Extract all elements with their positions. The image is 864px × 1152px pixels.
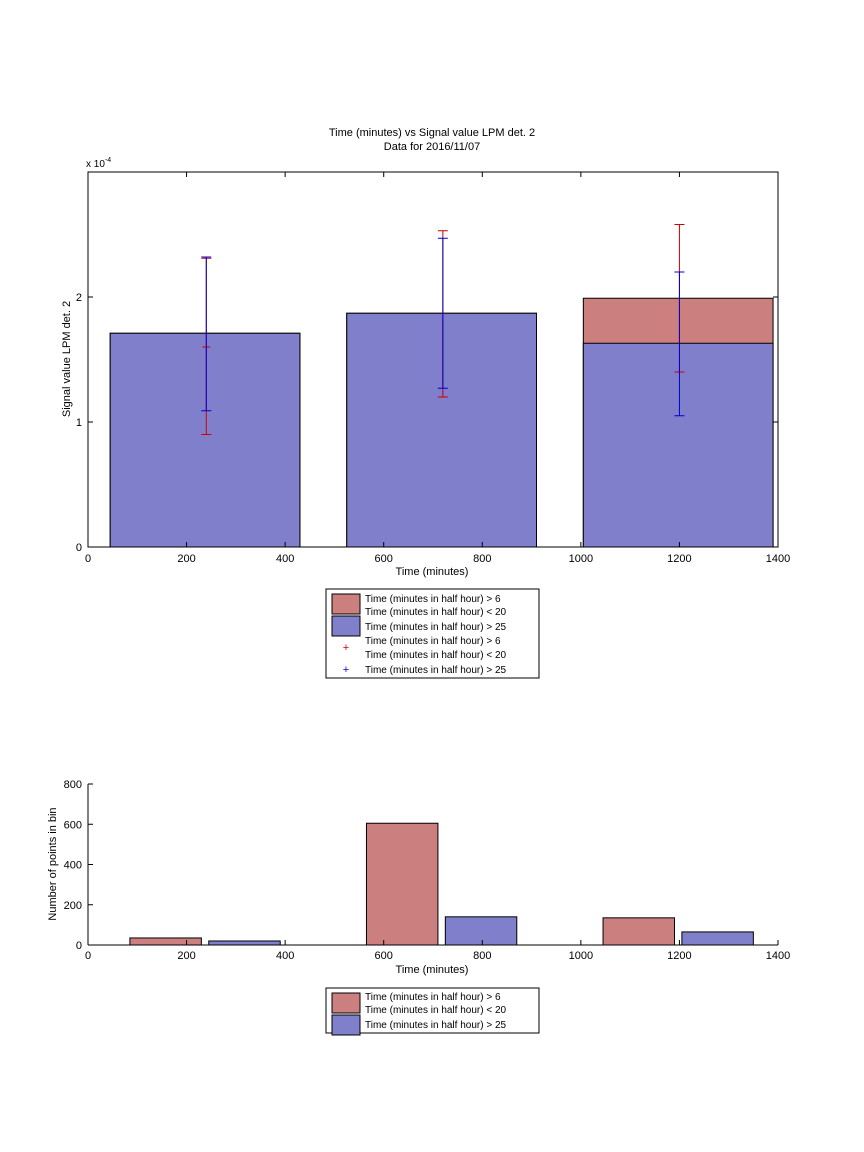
x-tick-label: 400 — [276, 950, 294, 962]
x-tick-label: 1200 — [667, 950, 691, 962]
bottom-y-axis-label: Number of points in bin — [47, 807, 59, 920]
y-tick-label: 800 — [64, 779, 82, 791]
count-bar-blue-5 — [681, 931, 754, 946]
top-x-ticks: 0 200 400 600 800 1000 1200 1400 — [85, 172, 790, 565]
bottom-legend: Time (minutes in half hour) > 6 Time (mi… — [325, 987, 540, 1036]
top-chart-subtitle: Data for 2016/11/07 — [384, 141, 480, 153]
count-bar-red-0 — [129, 937, 202, 946]
top-legend-box — [325, 588, 540, 679]
errorbar-blue-3 — [437, 237, 448, 389]
x-tick-label: 600 — [375, 950, 393, 962]
top-y-ticks: 0 1 2 — [76, 292, 778, 554]
y-tick-label: 400 — [64, 860, 82, 872]
legend-patch-blue — [331, 1014, 361, 1036]
x-tick-label: 800 — [473, 950, 491, 962]
count-bar-red-4 — [602, 917, 675, 946]
x-tick-label: 600 — [375, 553, 393, 565]
bar-blue-2 — [582, 342, 774, 548]
top-axes-box — [87, 171, 779, 548]
y-tick-label: 200 — [64, 900, 82, 912]
errorbar-blue-5 — [674, 271, 685, 417]
count-bar-blue-1 — [208, 940, 281, 946]
top-legend-entry-3a: Time (minutes in half hour) > 6 — [365, 636, 501, 647]
bar-blue-0 — [109, 332, 301, 548]
bottom-bars — [129, 822, 754, 946]
legend-patch-red — [331, 593, 361, 615]
y-tick-label: 600 — [64, 819, 82, 831]
x-tick-label: 1200 — [667, 553, 691, 565]
bottom-legend-box — [325, 987, 540, 1034]
legend-plus-red-icon: + — [343, 642, 349, 654]
x-tick-label: 400 — [276, 553, 294, 565]
x-tick-label: 0 — [85, 553, 91, 565]
top-legend-entry-2: Time (minutes in half hour) > 25 — [365, 622, 507, 633]
y-tick-label: 0 — [76, 542, 82, 554]
bar-blue-1 — [346, 312, 537, 548]
legend-plus-blue-icon: + — [343, 664, 349, 676]
top-bars — [109, 297, 774, 548]
top-chart-title: Time (minutes) vs Signal value LPM det. … — [329, 127, 535, 139]
bottom-legend-entry-1b: Time (minutes in half hour) < 20 — [365, 1005, 507, 1016]
top-errorbars — [201, 224, 685, 435]
top-exponent-power: -4 — [105, 157, 111, 164]
bottom-x-axis-label: Time (minutes) — [396, 964, 469, 976]
top-legend-entry-1a: Time (minutes in half hour) > 6 — [365, 594, 501, 605]
bottom-legend-entry-2: Time (minutes in half hour) > 25 — [365, 1020, 507, 1031]
x-tick-label: 1400 — [766, 950, 790, 962]
top-legend-entry-4: Time (minutes in half hour) > 25 — [365, 665, 507, 676]
x-tick-label: 800 — [473, 553, 491, 565]
count-bar-blue-3 — [444, 916, 518, 946]
x-tick-label: 1000 — [569, 553, 593, 565]
legend-patch-blue — [331, 615, 361, 637]
top-legend-entry-1b: Time (minutes in half hour) < 20 — [365, 607, 507, 618]
top-x-axis-label: Time (minutes) — [396, 566, 469, 578]
y-tick-label: 0 — [76, 940, 82, 952]
count-bar-red-2 — [365, 822, 439, 946]
legend-patch-red — [331, 992, 361, 1014]
x-tick-label: 1000 — [569, 950, 593, 962]
top-legend-entry-3b: Time (minutes in half hour) < 20 — [365, 650, 507, 661]
errorbar-blue-1 — [201, 256, 212, 412]
bottom-x-ticks: 0 200 400 600 800 1000 1200 1400 — [85, 940, 790, 962]
top-chart: Time (minutes) vs Signal value LPM det. … — [61, 127, 790, 578]
bottom-chart: 0 200 400 600 800 1000 1200 1400 0200400600800 … — [47, 779, 790, 976]
top-legend: Time (minutes in half hour) > 6 Time (mi… — [325, 588, 540, 679]
x-tick-label: 1400 — [766, 553, 790, 565]
x-tick-label: 200 — [177, 553, 195, 565]
bottom-legend-entry-1a: Time (minutes in half hour) > 6 — [365, 992, 501, 1003]
top-exponent-base: x 10 — [86, 159, 105, 170]
x-tick-label: 0 — [85, 950, 91, 962]
bottom-y-ticks: 0 200 400 600 800 — [64, 779, 93, 952]
x-tick-label: 200 — [177, 950, 195, 962]
y-tick-label: 2 — [76, 292, 82, 304]
top-exponent-label: x 10-4 — [86, 157, 111, 170]
y-tick-label: 1 — [76, 417, 82, 429]
top-y-axis-label: Signal value LPM det. 2 — [61, 301, 73, 417]
